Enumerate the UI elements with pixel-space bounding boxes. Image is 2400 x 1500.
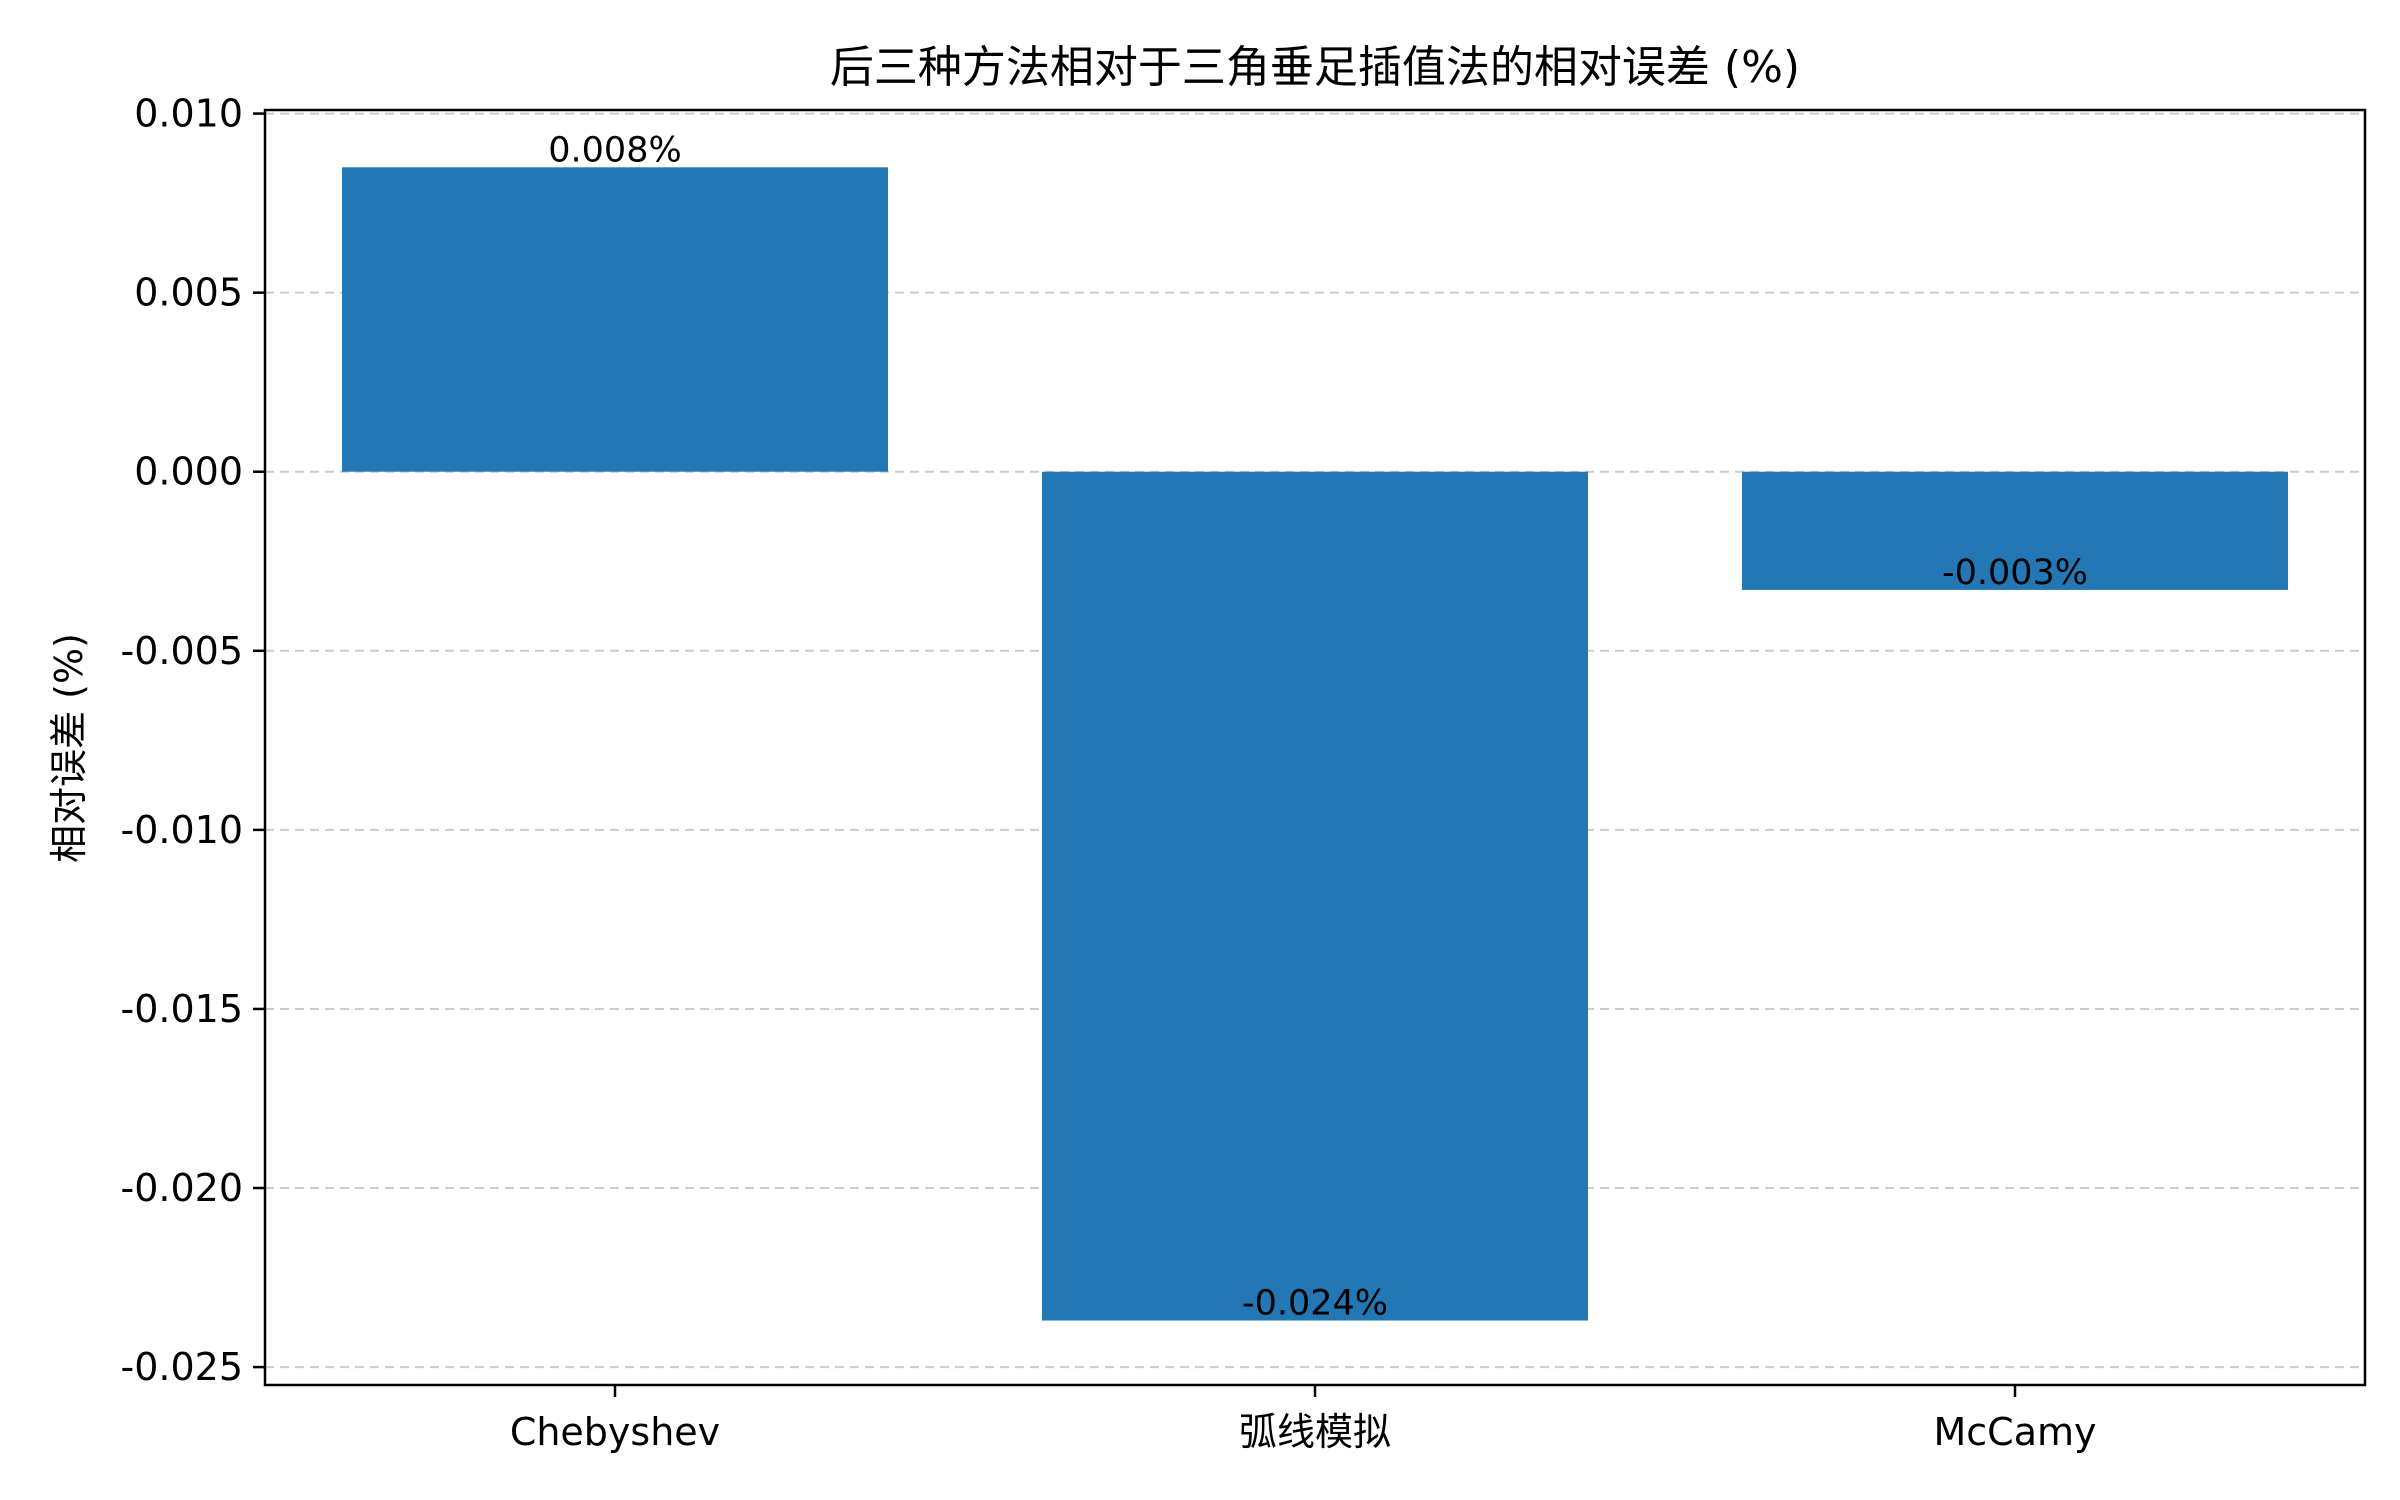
data-label: 0.008% [548,130,681,170]
y-axis-label: 相对误差 (%) [47,633,91,863]
data-label: -0.003% [1942,553,2088,593]
x-tick-label: Chebyshev [510,1410,720,1454]
bar-0 [342,167,888,472]
bars [342,167,2288,1321]
data-labels: 0.008% -0.024% -0.003% [548,130,2088,1323]
y-axis-ticks: 0.010 0.005 0.000 -0.005 -0.010 -0.015 -0.020 -… [121,92,265,1389]
bar-2 [1742,471,2288,590]
x-tick-label: 弧线模拟 [1239,1410,1391,1454]
y-tick-label: 0.005 [134,271,243,315]
y-tick-label: -0.020 [121,1166,244,1210]
x-tick-label: McCamy [1933,1410,2096,1454]
x-axis-ticks: Chebyshev 弧线模拟 McCamy [510,1385,2097,1454]
y-tick-label: 0.010 [134,92,243,136]
chart-title: 后三种方法相对于三角垂足插值法的相对误差 (%) [830,42,1800,93]
y-tick-label: -0.015 [121,987,244,1031]
bar-1 [1042,471,1588,1321]
y-tick-label: -0.025 [121,1345,244,1389]
y-tick-label: -0.010 [121,808,244,852]
data-label: -0.024% [1242,1284,1388,1324]
y-tick-label: 0.000 [134,450,243,494]
y-tick-label: -0.005 [121,629,244,673]
